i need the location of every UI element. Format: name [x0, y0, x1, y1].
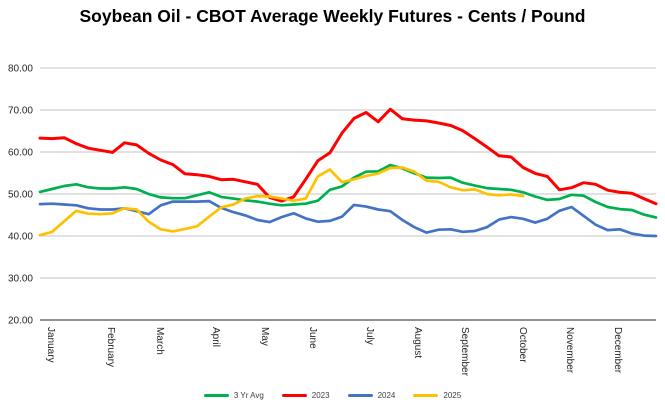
x-axis-label-june: June: [307, 327, 318, 349]
x-axis-label-may: May: [259, 327, 270, 346]
series-line-2024: [38, 199, 658, 238]
chart-title: Soybean Oil - CBOT Average Weekly Future…: [79, 6, 586, 26]
legend-item-3-yr-avg: 3 Yr Avg: [203, 391, 264, 400]
gridlines: [40, 67, 656, 321]
legend-label: 2024: [377, 391, 396, 400]
x-axis-label-march: March: [154, 327, 165, 355]
legend-line-swatch: [347, 394, 373, 397]
x-axis-label-april: April: [210, 327, 221, 347]
x-axis-label-december: December: [612, 327, 623, 374]
x-axis-label-october: October: [517, 327, 528, 363]
x-axis-labels: January February March April May June July Augu…: [45, 327, 623, 377]
chart-legend: 3 Yr Avg 2023 2024 2025: [0, 391, 665, 400]
legend-label: 2025: [443, 391, 462, 400]
y-axis-label-80: 80.00: [8, 64, 33, 75]
y-axis-label-20: 20.00: [8, 316, 33, 327]
legend-line-swatch: [413, 394, 439, 397]
legend-line-swatch: [281, 394, 307, 397]
x-axis-label-september: September: [459, 327, 470, 377]
series-line-2023: [38, 107, 658, 206]
series-line-2025: [38, 166, 525, 237]
y-axis-label-30: 30.00: [8, 274, 33, 285]
x-axis-label-august: August: [412, 327, 423, 358]
legend-label: 3 Yr Avg: [233, 391, 264, 400]
y-axis-label-40: 40.00: [8, 232, 33, 243]
series-lines: [38, 107, 658, 238]
y-axis-label-50: 50.00: [8, 190, 33, 201]
legend-item-2023: 2023: [281, 391, 330, 400]
x-axis-label-february: February: [105, 327, 116, 367]
x-axis-label-january: January: [45, 327, 56, 363]
legend-item-2024: 2024: [347, 391, 396, 400]
y-axis-labels: 20.00 30.00 40.00 50.00 60.00 70.00 80.00: [8, 64, 33, 327]
x-axis-label-november: November: [564, 327, 575, 374]
legend-item-2025: 2025: [413, 391, 461, 400]
legend-label: 2023: [311, 391, 330, 400]
x-axis-label-july: July: [364, 327, 375, 345]
y-axis-label-60: 60.00: [8, 148, 33, 159]
y-axis-label-70: 70.00: [8, 106, 33, 117]
legend-line-swatch: [203, 394, 229, 397]
